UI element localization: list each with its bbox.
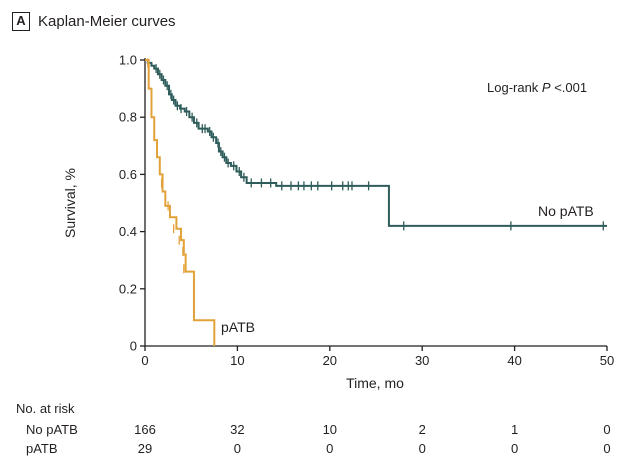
x-axis-label: Time, mo bbox=[346, 375, 404, 391]
risk-value: 32 bbox=[230, 422, 245, 437]
risk-value: 2 bbox=[418, 422, 426, 437]
series-line-patb bbox=[145, 59, 216, 346]
y-tick-label: 1.0 bbox=[119, 53, 137, 68]
annotation-prefix: Log-rank bbox=[487, 80, 542, 95]
risk-value: 166 bbox=[134, 422, 156, 437]
x-tick-label: 0 bbox=[141, 353, 148, 368]
x-tick-label: 10 bbox=[230, 353, 244, 368]
y-axis-label: Survival, % bbox=[62, 167, 78, 239]
x-tick-label: 40 bbox=[507, 353, 521, 368]
chart-title: Kaplan-Meier curves bbox=[38, 13, 176, 30]
risk-row-name-no-patb: No pATB bbox=[26, 422, 78, 437]
risk-value: 1 bbox=[510, 422, 519, 437]
annotation-p: P bbox=[541, 80, 551, 95]
x-tick-label: 20 bbox=[323, 353, 337, 368]
risk-table-title: No. at risk bbox=[16, 401, 75, 416]
series-label-patb: pATB bbox=[221, 319, 255, 335]
logrank-annotation: Log-rank P <.001 bbox=[487, 80, 587, 95]
y-tick-label: 0 bbox=[130, 339, 137, 354]
y-tick-label: 0.8 bbox=[119, 110, 137, 125]
y-tick-label: 0.2 bbox=[119, 281, 137, 296]
annotation-suffix: <.001 bbox=[550, 80, 588, 95]
panel-letter-box: A bbox=[12, 12, 30, 31]
risk-value: 0 bbox=[603, 422, 611, 437]
risk-value: 0 bbox=[326, 441, 334, 456]
risk-value: 0 bbox=[233, 441, 242, 456]
x-tick-label: 30 bbox=[415, 353, 429, 368]
y-tick-label: 0.6 bbox=[119, 167, 137, 182]
risk-value: 0 bbox=[603, 441, 611, 456]
risk-value: 10 bbox=[322, 422, 338, 437]
risk-value: 0 bbox=[418, 441, 426, 456]
risk-row-name-patb: pATB bbox=[26, 441, 58, 456]
series-label-no-patb: No pATB bbox=[538, 203, 594, 219]
risk-value: 29 bbox=[137, 441, 153, 456]
risk-value: 0 bbox=[510, 441, 519, 456]
y-tick-label: 0.4 bbox=[119, 224, 137, 239]
x-tick-label: 50 bbox=[600, 353, 614, 368]
